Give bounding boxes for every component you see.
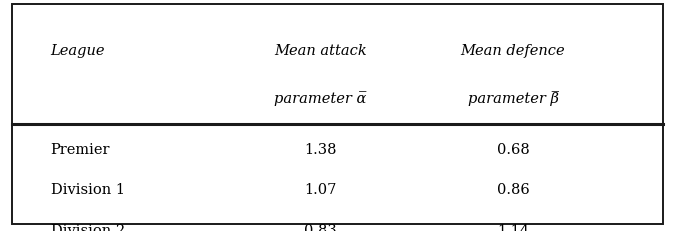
Text: League: League xyxy=(51,44,105,58)
Text: 0.68: 0.68 xyxy=(497,142,529,156)
Text: Mean attack: Mean attack xyxy=(274,44,367,58)
Text: parameter β̅: parameter β̅ xyxy=(468,91,558,106)
Text: 0.86: 0.86 xyxy=(497,182,529,196)
Text: 1.07: 1.07 xyxy=(304,182,337,196)
Text: Division 2: Division 2 xyxy=(51,223,125,231)
Text: Mean defence: Mean defence xyxy=(460,44,565,58)
Text: Division 1: Division 1 xyxy=(51,182,125,196)
Text: 1.14: 1.14 xyxy=(497,223,529,231)
Text: Premier: Premier xyxy=(51,142,110,156)
Text: parameter α̅: parameter α̅ xyxy=(275,91,367,106)
Text: 1.38: 1.38 xyxy=(304,142,337,156)
Text: 0.83: 0.83 xyxy=(304,223,337,231)
